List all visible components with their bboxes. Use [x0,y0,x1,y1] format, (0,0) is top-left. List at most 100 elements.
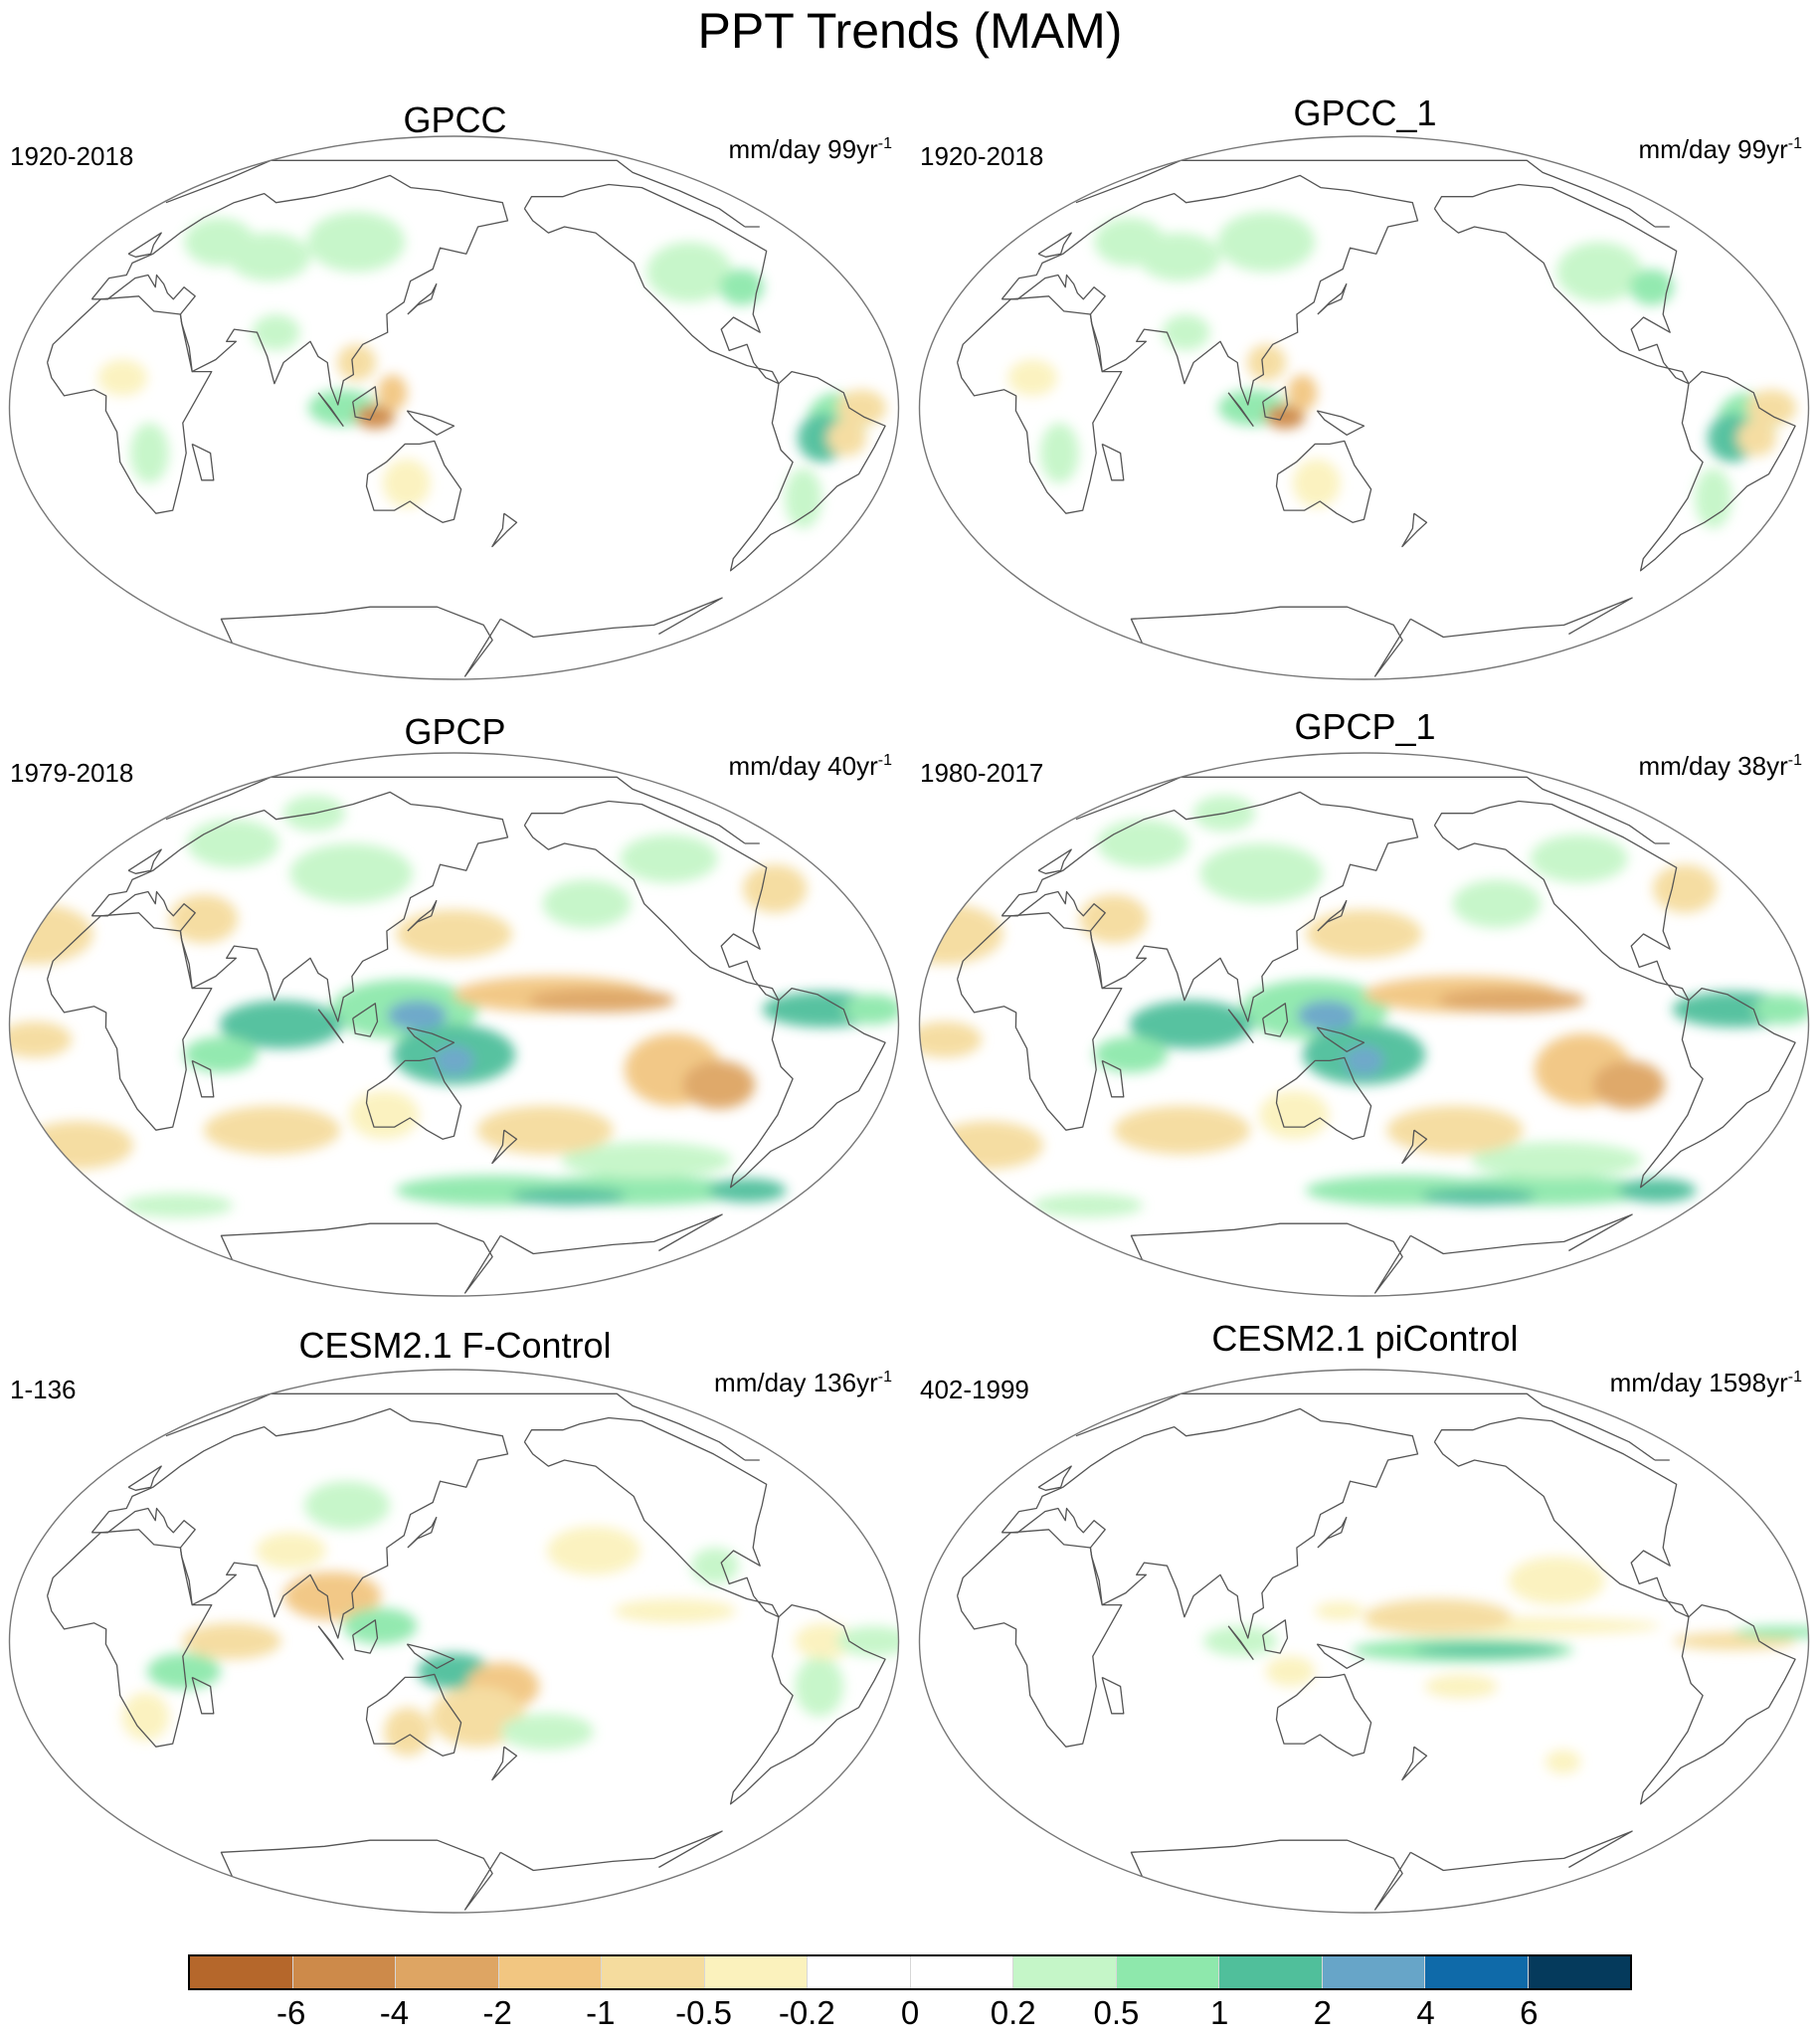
field-patch [1097,819,1189,868]
field-patch [826,420,867,457]
map-border [918,752,1810,1297]
map-panel: GPCC 1920-2018 mm/day 99yr-1 [0,70,910,686]
field-patch [256,1532,326,1570]
colorbar-label: -6 [276,1994,306,2031]
field-patch [1129,1000,1253,1049]
field-patch [836,389,887,427]
world-map [918,1369,1810,1914]
coastline [1227,1009,1254,1043]
coastline [1262,386,1289,421]
coastline [165,1392,760,1461]
coastline [1317,1516,1348,1549]
field-patch [1629,269,1674,305]
coastline [1401,1746,1428,1781]
map-panel: GPCP_1 1980-2017 mm/day 38yr-1 [910,686,1820,1303]
colorbar-label: 0.2 [990,1994,1036,2031]
panel-units: mm/day 38yr-1 [1638,751,1803,781]
coastline [729,987,886,1189]
field-patch [742,864,808,913]
coastline [1433,1416,1690,1618]
field-patch [337,344,377,381]
field-patch [387,1000,448,1031]
field-patch [1508,1557,1605,1605]
field-patch [1746,389,1797,427]
colorbar-label: 0 [900,1994,920,2031]
coastline [165,776,760,844]
field-patch [252,314,300,351]
coastline [1130,1830,1633,1911]
panel-units: mm/day 99yr-1 [1638,134,1803,164]
field-patch [1199,843,1324,904]
field-patch [22,1121,133,1170]
field-patch [527,988,676,1013]
field-patch [129,423,169,483]
field-patch [1259,1090,1330,1140]
colorbar-label: -2 [482,1994,512,2031]
coastline [1401,512,1428,548]
coastline [1001,174,1419,406]
panel-units: mm/day 1598yr-1 [1609,1368,1802,1397]
field-patch [1297,1000,1358,1031]
coastline [127,848,162,874]
coastline [1275,440,1372,523]
panel-title: GPCP_1 [1294,706,1436,747]
coastline [1262,1619,1289,1654]
coastline [165,159,760,228]
field-patch [182,1622,281,1660]
colorbar-swatch [1528,1956,1630,1988]
world-map [8,752,900,1297]
panel-title: GPCC_1 [1293,93,1437,133]
coastline [1037,848,1072,874]
field-patch [1292,459,1341,508]
field-patch [342,1607,418,1644]
field-patch [122,1193,234,1218]
panel-units: mm/day 99yr-1 [728,134,893,164]
field-patch [1265,1656,1316,1687]
field-patch [396,909,512,959]
coastline [1275,1056,1372,1140]
field-patch [283,1572,382,1620]
field-patch [1421,1187,1537,1205]
colorbar-label: 1 [1209,1994,1229,2031]
field-patch [932,1121,1043,1170]
coastline [1101,1676,1125,1715]
colorbar-swatch [292,1956,396,1988]
coastline [1639,987,1796,1189]
field-patch [542,879,632,928]
panel-period: 1-136 [10,1375,77,1404]
coastline [352,386,379,421]
field-patch [382,459,431,508]
coastline [523,183,780,385]
field-patch [476,1105,614,1155]
colorbar-label: -0.5 [675,1994,732,2031]
panel-units: mm/day 136yr-1 [714,1368,892,1397]
coastline [352,1619,379,1654]
coastline [127,1465,162,1491]
field-patch [121,1692,170,1742]
coastline [1433,800,1690,1002]
field-patch [1736,420,1777,457]
coastline [352,1003,379,1037]
field-patch [169,894,239,944]
field-patch [620,833,718,883]
coastline [46,912,213,1131]
field-patch [843,994,899,1024]
panel-title: GPCP [404,711,506,752]
field-patch [307,211,406,273]
field-patch [1652,864,1718,913]
coastline [365,1673,462,1757]
map-panel: GPCC_1 1920-2018 mm/day 99yr-1 [910,70,1820,686]
coastline [956,912,1123,1131]
field-patch [289,843,414,904]
panel-period: 1979-2018 [10,758,134,788]
field-patch [613,1598,737,1623]
field-patch [1413,1644,1562,1657]
field-patch [785,467,822,529]
field-patch [500,1713,594,1751]
coastline [1001,1407,1419,1639]
panel-title: CESM2.1 F-Control [298,1325,612,1366]
field-patch [1471,1142,1643,1179]
colorbar-swatch [1013,1956,1117,1988]
world-map [8,135,900,680]
coastline [523,1416,780,1618]
